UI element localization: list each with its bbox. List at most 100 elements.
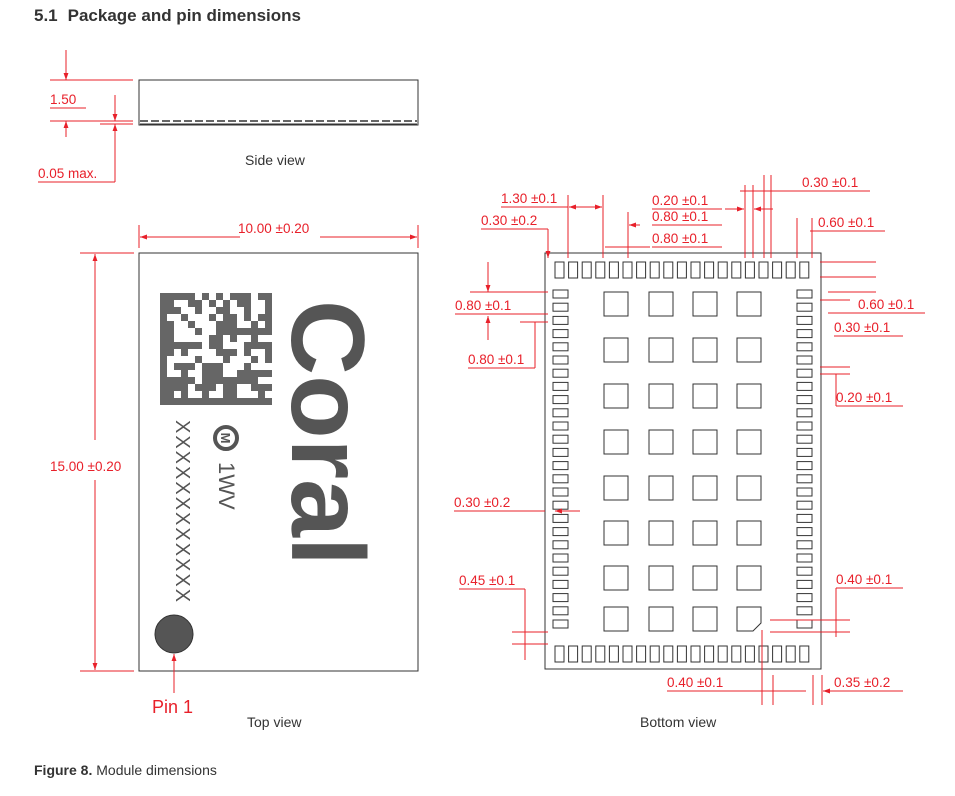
qr-module [195, 398, 202, 405]
edge-pad-left [552, 289, 569, 299]
center-pad [736, 429, 762, 455]
qr-module [258, 293, 265, 300]
qr-module [216, 307, 223, 314]
qr-module [181, 342, 188, 349]
qr-module [265, 314, 272, 321]
edge-pad-left [552, 395, 569, 405]
edge-pad-right [796, 302, 813, 312]
qr-module [167, 321, 174, 328]
qr-module [160, 335, 167, 342]
edge-pad-left [552, 302, 569, 312]
edge-pad-left [552, 315, 569, 325]
qr-module [209, 377, 216, 384]
dim-0-80-b: 0.80 ±0.1 [652, 231, 708, 246]
qr-module [216, 328, 223, 335]
qr-module [167, 384, 174, 391]
qr-module [188, 377, 195, 384]
edge-pad-left [552, 421, 569, 431]
qr-module [265, 356, 272, 363]
qr-module [265, 293, 272, 300]
edge-pad-top [568, 261, 579, 279]
qr-module [216, 363, 223, 370]
edge-pad-right [796, 368, 813, 378]
edge-pad-right [796, 434, 813, 444]
edge-pad-left [552, 368, 569, 378]
qr-module [160, 307, 167, 314]
edge-pad-left [552, 447, 569, 457]
edge-pad-top [704, 261, 715, 279]
side-body [138, 79, 419, 126]
qr-module [244, 307, 251, 314]
qr-module [195, 384, 202, 391]
qr-module [237, 328, 244, 335]
figure-caption: Figure 8. Module dimensions [34, 762, 217, 778]
edge-pad-bottom [690, 645, 701, 663]
edge-pad-bottom [595, 645, 606, 663]
edge-pad-top [717, 261, 728, 279]
edge-pad-top [799, 261, 810, 279]
qr-module [244, 293, 251, 300]
qr-module [167, 328, 174, 335]
qr-module [160, 321, 167, 328]
qr-module [244, 363, 251, 370]
qr-module [251, 384, 258, 391]
edge-pad-right [796, 329, 813, 339]
qr-module [244, 328, 251, 335]
edge-pad-right [796, 500, 813, 510]
qr-module [167, 335, 174, 342]
qr-module [195, 300, 202, 307]
qr-module [160, 349, 167, 356]
center-pad [692, 429, 718, 455]
qr-module [202, 293, 209, 300]
qr-module [265, 328, 272, 335]
figure-label: Figure 8. [34, 762, 93, 778]
qr-module [174, 398, 181, 405]
edge-pad-left [552, 342, 569, 352]
bottom-view-label: Bottom view [640, 714, 717, 730]
qr-module [223, 377, 230, 384]
qr-module [174, 307, 181, 314]
qr-module [230, 335, 237, 342]
center-pad [692, 520, 718, 546]
edge-pad-left [552, 527, 569, 537]
qr-module [216, 321, 223, 328]
edge-pad-right [796, 513, 813, 523]
qr-module [174, 384, 181, 391]
pin1-label: Pin 1 [152, 697, 193, 717]
qr-module [216, 398, 223, 405]
dim-0-80-left-b: 0.80 ±0.1 [468, 352, 524, 367]
edge-pad-top [731, 261, 742, 279]
qr-code [160, 293, 272, 405]
edge-pad-left [552, 566, 569, 576]
edge-pad-top [608, 261, 619, 279]
center-pad [648, 520, 674, 546]
qr-module [251, 342, 258, 349]
qr-module [251, 370, 258, 377]
qr-module [265, 300, 272, 307]
serial-marking: XXXXXXXXXXXX [171, 420, 193, 604]
qr-module [181, 293, 188, 300]
top-view-label: Top view [247, 714, 302, 730]
qr-module [174, 293, 181, 300]
qr-module [251, 356, 258, 363]
edge-pad-left [552, 487, 569, 497]
qr-module [160, 391, 167, 398]
top-body [138, 252, 419, 672]
qr-module [244, 370, 251, 377]
edge-pad-top [772, 261, 783, 279]
center-pad [603, 291, 629, 317]
qr-module [216, 370, 223, 377]
qr-module [181, 370, 188, 377]
edge-pad-left [552, 553, 569, 563]
qr-module [195, 307, 202, 314]
dim-0-80-left-a: 0.80 ±0.1 [455, 298, 511, 313]
dim-0-30-right: 0.30 ±0.1 [834, 320, 890, 335]
qr-module [202, 391, 209, 398]
edge-pad-left [552, 500, 569, 510]
center-pad [736, 337, 762, 363]
bottom-view: Bottom view 1.30 ±0.1 0.30 ±0.2 0.20 ±0.… [454, 175, 925, 730]
center-pad [648, 337, 674, 363]
center-pad [692, 565, 718, 591]
figure-text: Module dimensions [96, 762, 217, 778]
center-pad [692, 291, 718, 317]
